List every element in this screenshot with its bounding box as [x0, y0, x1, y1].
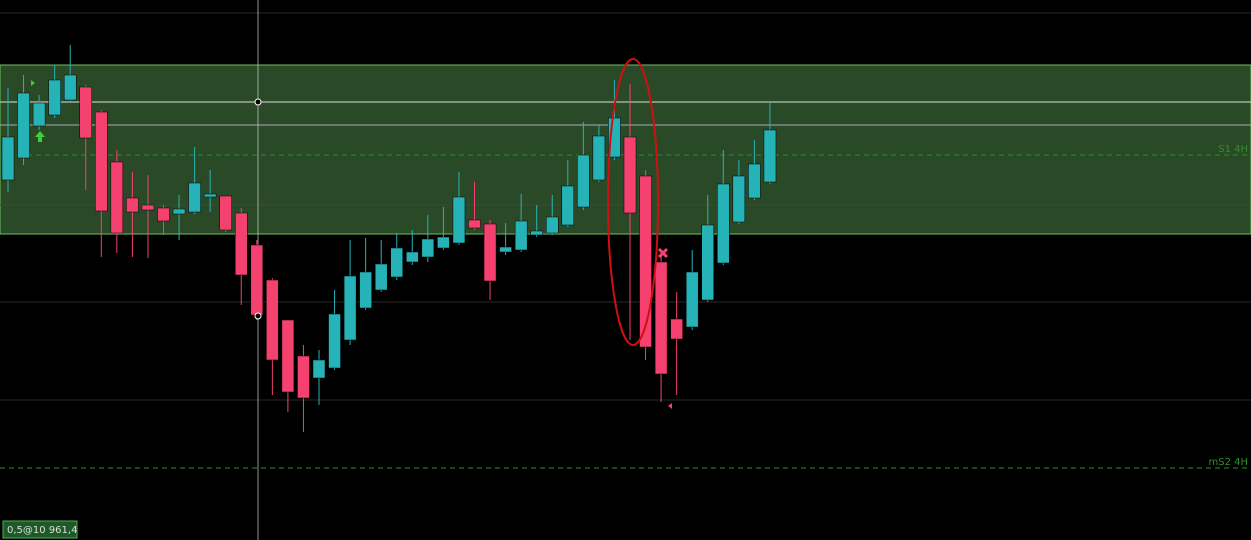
candle-body	[203, 193, 217, 198]
candle-body	[79, 86, 92, 139]
candle-body	[561, 185, 575, 226]
cursor-label-box	[2, 520, 78, 539]
candle-body	[717, 183, 730, 264]
candle-body	[297, 355, 310, 399]
level-label: S1 4H	[1218, 144, 1248, 155]
candle-body	[748, 163, 761, 199]
exit-marker	[657, 247, 669, 259]
candle-body	[670, 318, 683, 340]
candle-body	[437, 236, 450, 249]
candle-body	[359, 271, 372, 309]
candle-body	[126, 197, 139, 213]
candle-body	[546, 216, 559, 234]
marker	[668, 403, 672, 409]
candle-body	[639, 175, 652, 348]
candle-body	[763, 129, 777, 183]
level-label: mS2 4H	[1208, 457, 1248, 468]
buy-arrow	[35, 131, 45, 142]
candle-body	[219, 195, 232, 231]
candle-body	[63, 74, 77, 101]
candle-body	[157, 207, 170, 222]
candle-body	[17, 92, 30, 159]
candle-body	[32, 102, 46, 127]
candle-body	[530, 230, 543, 236]
candle-body	[188, 182, 201, 213]
candle-body	[390, 247, 403, 278]
candle-body	[406, 251, 419, 263]
candle-body	[468, 219, 481, 229]
candle-body	[266, 279, 279, 361]
candle-body	[732, 175, 746, 223]
candle-body	[95, 111, 108, 212]
candle-body	[374, 263, 388, 291]
candle-body	[1, 136, 15, 181]
cursor-label: 0,5@10 961,4	[7, 525, 77, 536]
candle-body	[654, 261, 668, 375]
candle-body	[328, 313, 341, 369]
candle-body	[514, 220, 528, 251]
candle-body	[281, 319, 295, 393]
candle-body	[110, 161, 124, 234]
candle-body	[48, 79, 61, 116]
candle-body	[701, 224, 714, 301]
candle-body	[452, 196, 466, 244]
candle-body	[141, 204, 155, 211]
candle-body	[235, 212, 248, 276]
anchor-point	[254, 98, 262, 106]
candle-body	[483, 223, 497, 282]
anchor-point	[254, 312, 262, 320]
candle-body	[250, 244, 264, 316]
highlight-ellipse	[607, 58, 659, 346]
candle-body	[685, 271, 699, 328]
candle-body	[499, 246, 512, 253]
candle-body	[312, 359, 326, 379]
candle-body	[343, 275, 357, 341]
candle-body	[172, 208, 186, 215]
candle-body	[577, 154, 590, 208]
candle-body	[421, 238, 435, 258]
marker	[31, 80, 35, 86]
candle-body	[623, 136, 637, 214]
candle-body	[592, 135, 606, 181]
